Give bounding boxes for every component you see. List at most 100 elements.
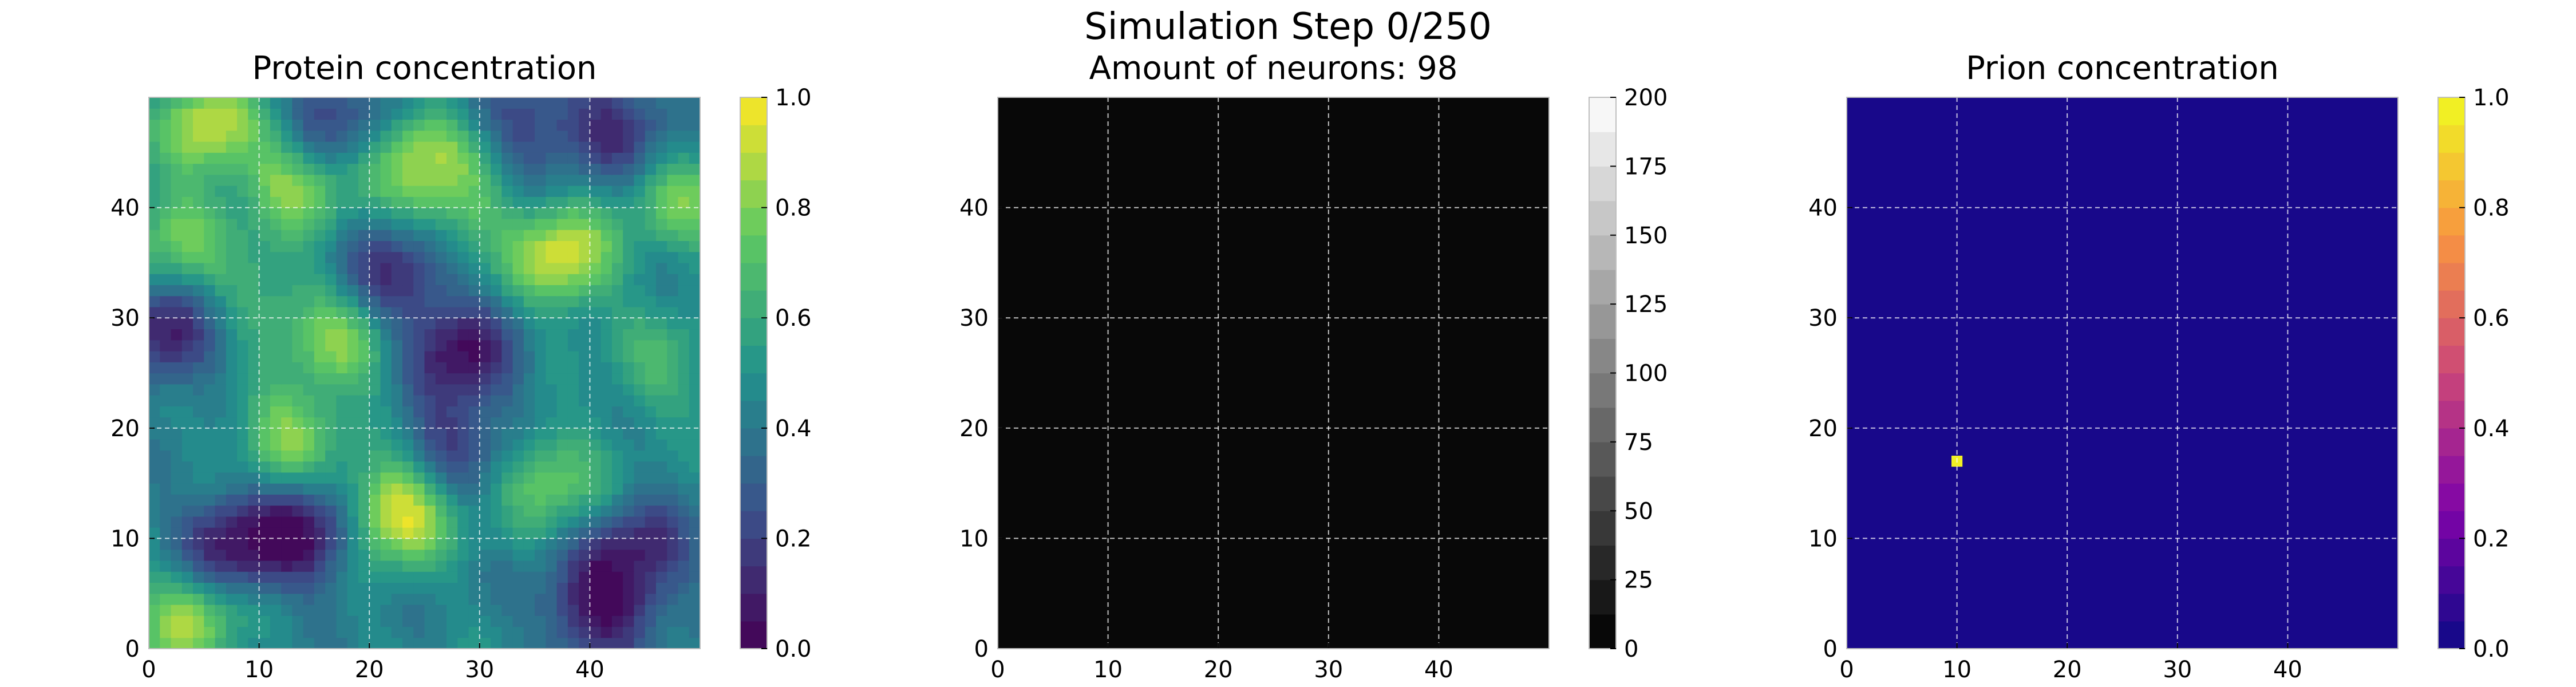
heatmap-cell <box>358 251 370 263</box>
heatmap-cell <box>678 582 690 594</box>
colorbar-tick-label: 100 <box>1624 361 1668 387</box>
heatmap-cell <box>645 571 657 583</box>
heatmap-cell <box>281 406 293 418</box>
heatmap-cell <box>226 417 238 429</box>
heatmap-cell <box>600 549 613 561</box>
heatmap-cell <box>181 472 193 484</box>
heatmap-cell <box>369 329 381 341</box>
heatmap-cell <box>435 306 447 318</box>
heatmap-cell <box>149 472 160 484</box>
heatmap-cell <box>645 130 657 142</box>
heatmap-cell <box>160 406 172 418</box>
heatmap-cell <box>634 108 646 120</box>
heatmap-cell <box>181 615 193 627</box>
heatmap-cell <box>380 119 392 131</box>
heatmap-cell <box>380 329 392 341</box>
heatmap-cell <box>435 604 447 616</box>
heatmap-cell <box>667 196 679 208</box>
heatmap-cell <box>259 505 271 517</box>
heatmap-cell <box>204 306 216 318</box>
heatmap-cell <box>259 637 271 649</box>
heatmap-cell <box>512 428 524 440</box>
heatmap-cell <box>314 295 326 307</box>
heatmap-cell <box>491 406 502 418</box>
heatmap-cell <box>479 472 491 484</box>
heatmap-cell <box>523 196 535 208</box>
heatmap-cell <box>259 571 271 583</box>
heatmap-cell <box>160 240 172 252</box>
heatmap-background <box>1847 97 2398 649</box>
heatmap-cell <box>259 295 271 307</box>
heatmap-cell <box>270 163 282 175</box>
colorbar-tick-label: 200 <box>1624 85 1668 111</box>
heatmap-cell <box>215 461 227 473</box>
heatmap-cell <box>678 174 690 186</box>
heatmap-cell <box>435 318 447 330</box>
heatmap-cell <box>259 274 271 286</box>
heatmap-cell <box>270 494 282 506</box>
heatmap-cell <box>160 461 172 473</box>
heatmap-cell <box>347 604 359 616</box>
heatmap-cell <box>655 571 667 583</box>
heatmap-cell <box>149 196 160 208</box>
heatmap-cell <box>468 218 480 230</box>
colorbar-segment <box>740 345 767 374</box>
y-tick-label: 20 <box>110 416 140 442</box>
heatmap-cell <box>270 373 282 385</box>
heatmap-cell <box>435 329 447 341</box>
heatmap-cell <box>689 494 701 506</box>
heatmap-cell <box>181 97 193 109</box>
heatmap-cell <box>292 373 304 385</box>
heatmap-cell <box>655 637 667 649</box>
colorbar-segment <box>1589 304 1616 339</box>
heatmap-cell <box>667 285 679 297</box>
colorbar-tick-label: 1.0 <box>775 85 812 111</box>
heatmap-cell <box>457 285 469 297</box>
heatmap-cell <box>579 108 590 120</box>
heatmap-cell <box>413 262 425 274</box>
heatmap-cell <box>237 108 248 120</box>
heatmap-cell <box>413 450 425 462</box>
heatmap-cell <box>424 549 436 561</box>
heatmap-cell <box>259 483 271 495</box>
heatmap-cell <box>226 406 238 418</box>
heatmap-cell <box>424 582 436 594</box>
heatmap-cell <box>193 417 204 429</box>
heatmap-cell <box>590 274 602 286</box>
heatmap-cell <box>248 108 260 120</box>
heatmap-cell <box>491 428 502 440</box>
heatmap-cell <box>237 615 248 627</box>
colorbar-tick-label: 25 <box>1624 567 1653 594</box>
heatmap-cell <box>645 163 657 175</box>
heatmap-cell <box>181 483 193 495</box>
heatmap-cell <box>590 130 602 142</box>
y-tick-label: 30 <box>110 305 140 331</box>
heatmap-cell <box>303 384 315 396</box>
heatmap-cell <box>281 141 293 153</box>
heatmap-cell <box>160 527 172 539</box>
heatmap-cell <box>193 472 204 484</box>
colorbar-segment <box>2438 180 2465 208</box>
heatmap-cell <box>358 439 370 451</box>
heatmap-cell <box>270 251 282 263</box>
heatmap-cell <box>248 174 260 186</box>
heatmap-cell <box>567 152 579 164</box>
heatmap-cell <box>380 285 392 297</box>
heatmap-cell <box>358 329 370 341</box>
heatmap-cell <box>600 207 613 219</box>
heatmap-cell <box>281 152 293 164</box>
heatmap-cell <box>457 549 469 561</box>
heatmap-cell <box>204 406 216 418</box>
heatmap-cell <box>447 339 458 352</box>
heatmap-cell <box>600 582 613 594</box>
heatmap-cell <box>479 318 491 330</box>
colorbar-segment <box>740 511 767 539</box>
heatmap-cell <box>579 384 590 396</box>
heatmap-cell <box>491 152 502 164</box>
heatmap-cell <box>546 582 558 594</box>
heatmap-cell <box>391 505 403 517</box>
heatmap-cell <box>193 108 204 120</box>
heatmap-cell <box>281 428 293 440</box>
heatmap-cell <box>546 527 558 539</box>
heatmap-cell <box>215 527 227 539</box>
